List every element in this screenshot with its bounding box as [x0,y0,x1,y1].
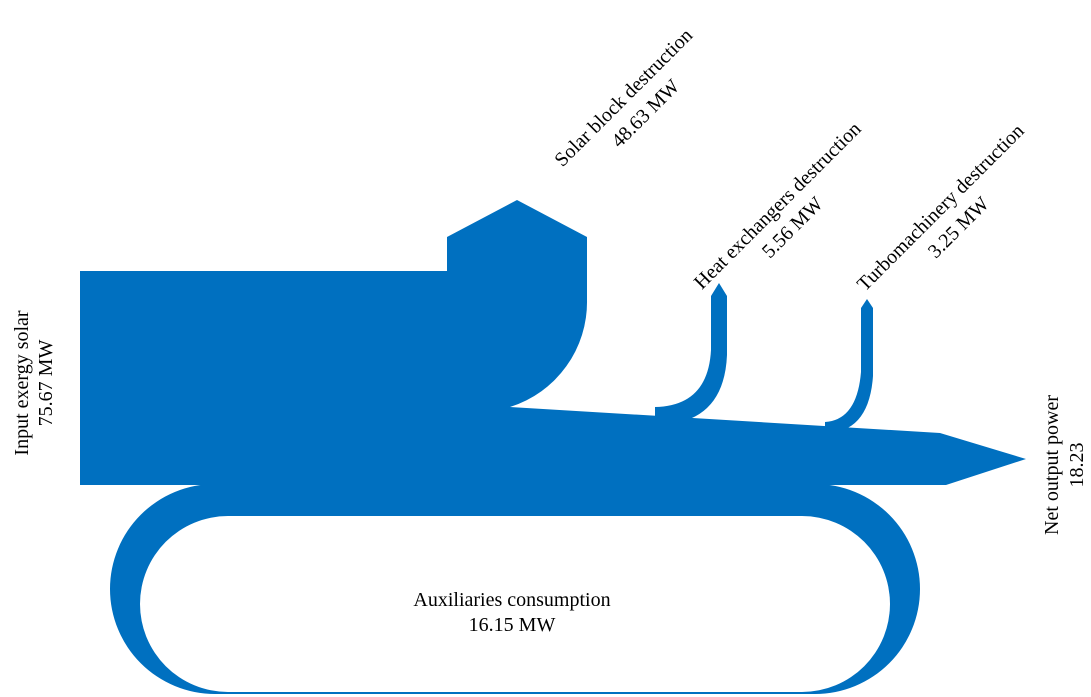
auxiliaries-value-label: 16.15 MW [469,614,556,636]
turbomachinery-branch [825,299,873,433]
sankey-flows [80,200,1026,694]
main-flow-band [80,200,1026,485]
turbomachinery-name-label: Turbomachinery destruction [853,120,1029,296]
auxiliaries-loop-band [110,484,920,694]
heat-exchangers-branch [655,283,727,425]
heat-exchangers-name-label: Heat exchangers destruction [690,118,866,294]
auxiliaries-name-label: Auxiliaries consumption [413,589,610,611]
net-output-value-label: 18.23 [1066,443,1088,488]
input-name-label: Input exergy solar [11,310,33,455]
net-output-name-label: Net output power [1041,395,1063,535]
input-value-label: 75.67 MW [35,340,57,427]
